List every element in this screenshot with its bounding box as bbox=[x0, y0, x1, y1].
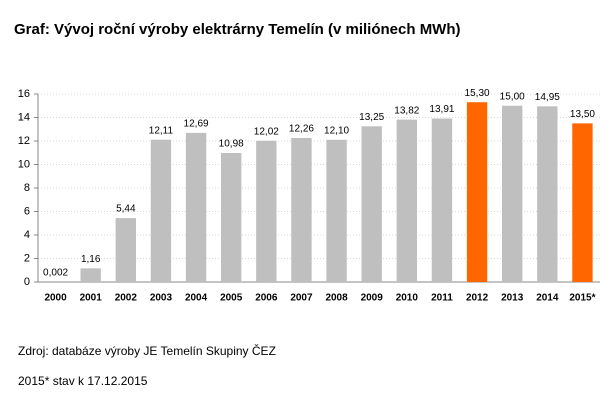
x-tick-label: 2008 bbox=[325, 293, 348, 304]
y-tick-label: 12 bbox=[18, 135, 30, 147]
x-tick-label: 2012 bbox=[466, 293, 489, 304]
data-label: 13,50 bbox=[570, 109, 595, 120]
data-label: 13,25 bbox=[359, 112, 384, 123]
data-label: 12,10 bbox=[324, 125, 349, 136]
source-note: Zdroj: databáze výroby JE Temelín Skupin… bbox=[18, 343, 276, 358]
data-label: 15,00 bbox=[500, 91, 525, 102]
x-tick-label: 2006 bbox=[255, 293, 278, 304]
data-label: 12,69 bbox=[184, 119, 209, 130]
data-label: 15,30 bbox=[465, 88, 490, 99]
x-tick-label: 2015* bbox=[569, 293, 595, 304]
bar bbox=[291, 137, 312, 282]
bar bbox=[396, 119, 417, 283]
x-tick-label: 2005 bbox=[220, 293, 243, 304]
footnote: 2015* stav k 17.12.2015 bbox=[18, 374, 148, 388]
y-tick-label: 14 bbox=[18, 111, 30, 123]
chart-title: Graf: Vývoj roční výroby elektrárny Teme… bbox=[14, 21, 461, 38]
y-tick-label: 6 bbox=[24, 205, 30, 217]
bar bbox=[572, 123, 593, 282]
data-label: 0,002 bbox=[43, 268, 68, 279]
bar bbox=[326, 139, 347, 282]
bar bbox=[185, 132, 207, 282]
data-label: 10,98 bbox=[219, 139, 244, 150]
y-tick-label: 2 bbox=[24, 252, 30, 264]
bar bbox=[361, 126, 382, 282]
x-tick-label: 2003 bbox=[150, 293, 173, 304]
y-tick-label: 0 bbox=[24, 276, 30, 288]
bar bbox=[537, 106, 558, 283]
bar bbox=[431, 118, 453, 283]
x-tick-label: 2007 bbox=[290, 293, 313, 304]
data-label: 12,11 bbox=[149, 125, 174, 136]
data-label: 1,16 bbox=[81, 254, 101, 265]
data-label: 13,82 bbox=[394, 105, 419, 116]
x-tick-label: 2004 bbox=[185, 293, 208, 304]
x-tick-label: 2001 bbox=[80, 293, 103, 304]
data-label: 5,44 bbox=[116, 204, 136, 215]
x-tick-label: 2013 bbox=[501, 293, 524, 304]
y-tick-label: 10 bbox=[18, 158, 30, 170]
x-tick-label: 2010 bbox=[396, 293, 419, 304]
bar bbox=[150, 139, 172, 282]
bar bbox=[80, 268, 101, 282]
x-tick-label: 2011 bbox=[431, 293, 453, 304]
data-label: 12,02 bbox=[254, 126, 279, 137]
bar bbox=[115, 218, 136, 282]
y-tick-label: 8 bbox=[24, 182, 30, 194]
data-label: 12,26 bbox=[289, 124, 314, 135]
bar bbox=[221, 152, 242, 282]
y-tick-label: 16 bbox=[18, 88, 30, 100]
x-tick-label: 2009 bbox=[361, 293, 384, 304]
x-tick-label: 2014 bbox=[536, 293, 559, 304]
data-label: 13,91 bbox=[429, 104, 454, 115]
bar bbox=[256, 140, 277, 282]
bar bbox=[502, 105, 523, 282]
x-tick-label: 2000 bbox=[44, 293, 67, 304]
x-tick-label: 2002 bbox=[115, 293, 138, 304]
y-tick-label: 4 bbox=[24, 229, 30, 241]
bar bbox=[466, 102, 488, 282]
data-label: 14,95 bbox=[535, 92, 560, 103]
